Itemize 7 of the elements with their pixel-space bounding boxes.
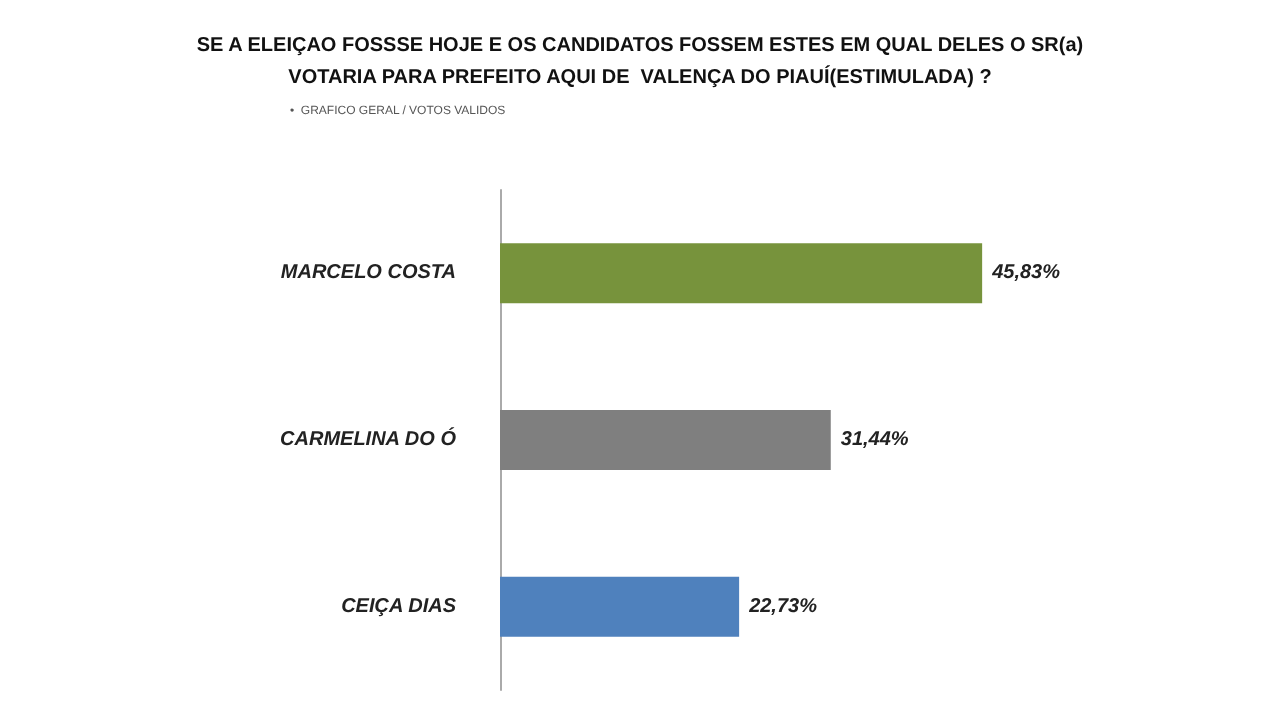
data-label: 22,73% (747, 595, 818, 618)
y-tick-label: MARCELO COSTA (280, 262, 456, 285)
chart-title: SE A ELEIÇAO FOSSSE HOJE E OS CANDIDATOS FOSSEM ESTES EM QUAL DELES O SR(a) VOTARIA PARA PREFEITO AQUI DE VALENÇA DO PIAUÍ(ESTIMULADA) ? (196, 35, 1084, 89)
data-label: 31,44% (840, 429, 909, 451)
y-tick-label: CARMELINA DO Ó (280, 427, 457, 451)
data-label: 45,83% (990, 262, 1061, 285)
y-tick-label: CEIÇA DIAS (341, 595, 457, 618)
